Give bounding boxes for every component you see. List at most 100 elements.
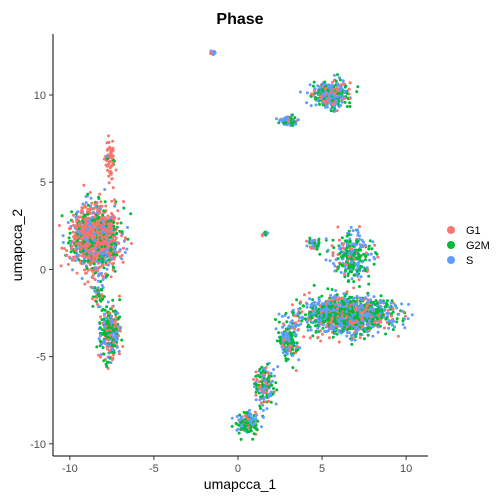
scatter-point-g2m (118, 315, 122, 319)
scatter-point-s (121, 232, 124, 236)
scatter-point-s (325, 311, 328, 315)
scatter-point-g1 (80, 254, 84, 258)
scatter-point-g1 (83, 282, 87, 286)
scatter-point-g1 (81, 252, 85, 256)
scatter-point-g2m (98, 326, 102, 330)
scatter-point-g2m (284, 311, 288, 315)
scatter-point-g2m (322, 320, 326, 324)
scatter-point-g1 (115, 221, 119, 225)
scatter-point-g1 (319, 329, 323, 333)
scatter-point-g1 (123, 237, 127, 241)
scatter-point-g2m (387, 322, 391, 326)
scatter-point-g1 (309, 246, 313, 250)
scatter-point-g2m (272, 387, 275, 390)
scatter-point-g1 (104, 204, 108, 208)
scatter-point-g1 (113, 238, 117, 242)
scatter-point-g2m (102, 352, 106, 356)
scatter-point-s (300, 315, 304, 319)
scatter-point-g2m (103, 244, 107, 248)
scatter-point-s (391, 319, 395, 323)
scatter-point-g1 (82, 183, 86, 187)
scatter-point-g1 (78, 240, 82, 244)
scatter-point-g1 (59, 264, 63, 268)
scatter-point-g2m (336, 92, 340, 95)
scatter-point-g2m (106, 331, 109, 335)
scatter-point-g2m (237, 431, 241, 435)
scatter-point-g2m (265, 395, 269, 399)
scatter-point-s (331, 325, 335, 329)
scatter-point-g2m (115, 253, 119, 257)
scatter-point-s (99, 353, 103, 356)
scatter-point-s (403, 326, 407, 330)
scatter-point-s (284, 347, 288, 351)
scatter-point-g2m (351, 310, 355, 314)
scatter-point-s (356, 228, 360, 232)
scatter-point-g1 (99, 200, 103, 204)
scatter-point-s (322, 83, 326, 87)
scatter-point-s (348, 307, 352, 311)
scatter-point-g2m (352, 273, 356, 277)
scatter-point-g1 (105, 344, 109, 348)
scatter-point-g2m (334, 314, 338, 318)
scatter-point-g2m (111, 338, 115, 342)
scatter-point-g2m (251, 437, 255, 441)
scatter-point-g2m (321, 89, 325, 93)
scatter-point-g1 (300, 310, 304, 314)
scatter-point-g1 (118, 294, 121, 298)
scatter-point-g2m (108, 335, 112, 339)
scatter-point-g2m (390, 299, 394, 303)
scatter-point-g1 (290, 303, 294, 307)
scatter-point-s (365, 266, 369, 270)
scatter-point-g2m (109, 307, 112, 311)
scatter-point-s (306, 328, 310, 332)
scatter-point-g2m (367, 326, 370, 330)
scatter-point-g2m (384, 332, 388, 336)
scatter-point-s (323, 329, 327, 333)
scatter-point-g2m (249, 427, 253, 431)
scatter-point-g2m (243, 427, 247, 431)
scatter-point-g2m (86, 203, 90, 207)
scatter-point-g1 (376, 255, 380, 259)
scatter-point-g1 (337, 296, 341, 300)
scatter-point-g2m (356, 85, 360, 89)
scatter-point-s (240, 416, 244, 420)
scatter-point-g1 (117, 352, 121, 356)
scatter-point-s (103, 339, 107, 343)
scatter-point-g2m (345, 105, 349, 108)
scatter-point-s (305, 91, 309, 95)
scatter-point-g1 (319, 310, 323, 314)
scatter-point-g2m (385, 303, 389, 307)
scatter-point-g2m (112, 224, 116, 228)
scatter-point-g1 (325, 323, 329, 327)
scatter-point-s (84, 228, 88, 232)
y-tick-label: -10 (30, 439, 46, 451)
scatter-point-s (339, 271, 343, 274)
legend-label-g1: G1 (466, 225, 481, 237)
scatter-point-s (104, 259, 108, 263)
scatter-point-g2m (267, 385, 271, 389)
scatter-point-s (338, 89, 342, 92)
scatter-point-s (320, 302, 324, 306)
scatter-point-g1 (307, 291, 311, 295)
scatter-point-g1 (97, 234, 100, 238)
scatter-point-s (102, 312, 106, 316)
scatter-point-s (351, 229, 355, 233)
scatter-point-s (367, 323, 371, 326)
scatter-point-s (86, 239, 90, 243)
scatter-point-s (332, 73, 336, 77)
scatter-point-s (337, 304, 341, 308)
scatter-point-s (284, 331, 288, 335)
scatter-point-g1 (71, 240, 75, 244)
scatter-point-g2m (354, 248, 358, 252)
scatter-point-s (235, 428, 239, 432)
scatter-point-s (89, 196, 93, 200)
scatter-point-g2m (328, 314, 332, 318)
scatter-point-g1 (335, 86, 339, 90)
scatter-point-s (342, 317, 346, 321)
scatter-point-g1 (335, 324, 339, 328)
scatter-point-g1 (75, 271, 79, 275)
scatter-point-g2m (244, 424, 248, 428)
scatter-point-g2m (290, 331, 294, 335)
scatter-point-g1 (386, 308, 390, 312)
scatter-point-s (334, 102, 338, 106)
